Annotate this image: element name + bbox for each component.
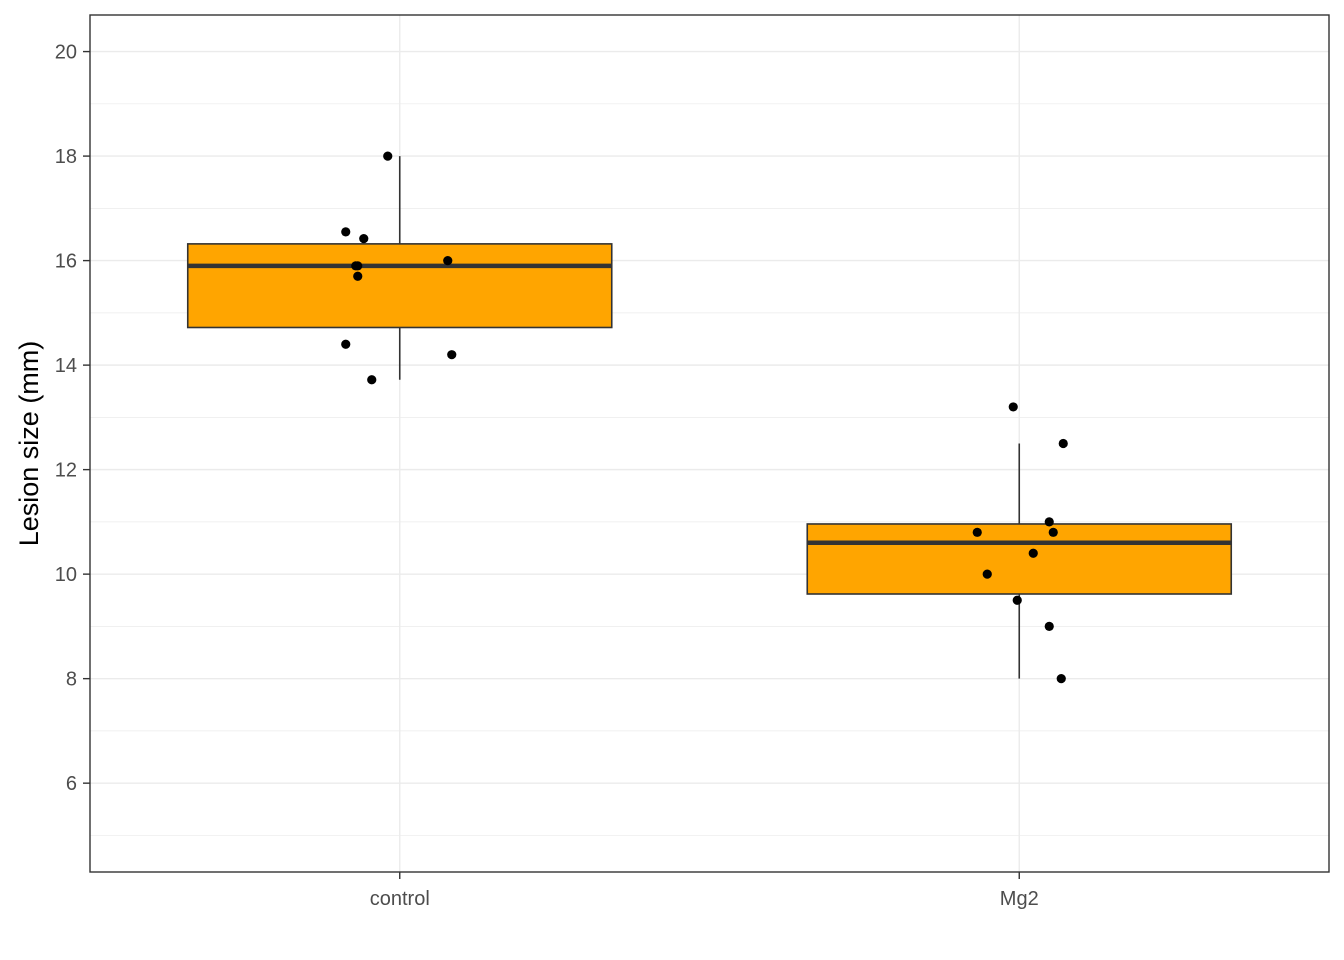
data-point (443, 256, 453, 266)
data-point (367, 375, 377, 385)
x-axis: control Mg2 (370, 872, 1039, 910)
data-point (359, 234, 369, 244)
y-tick-label: 18 (55, 146, 77, 168)
y-tick-label: 16 (55, 251, 77, 273)
y-tick-label: 6 (66, 773, 77, 795)
y-tick-label: 12 (55, 460, 77, 482)
data-point (383, 151, 393, 161)
box-layer (186, 156, 1233, 679)
y-tick-label: 8 (66, 669, 77, 691)
panel-border (89, 14, 1330, 873)
data-point (1028, 548, 1038, 558)
point-layer (341, 151, 1068, 684)
box-control (186, 243, 613, 329)
data-point (1056, 674, 1066, 684)
y-tick-label: 10 (55, 564, 77, 586)
data-point (1048, 527, 1058, 537)
data-point (1044, 517, 1054, 527)
data-point (447, 350, 457, 360)
data-point (1044, 621, 1054, 631)
x-tick-label: Mg2 (1000, 888, 1039, 910)
data-point (972, 527, 982, 537)
data-point (982, 569, 992, 579)
data-point (353, 271, 363, 281)
data-point (1008, 402, 1018, 412)
y-tick-label: 14 (55, 355, 77, 377)
x-tick-label: control (370, 888, 430, 910)
y-axis-title: Lesion size (mm) (14, 341, 44, 547)
data-point (341, 339, 351, 349)
y-axis: 6 8 10 12 14 16 18 20 (55, 42, 90, 795)
data-point (341, 227, 351, 237)
data-point (1012, 595, 1022, 605)
data-point (1058, 438, 1068, 449)
data-point (351, 261, 361, 271)
y-tick-label: 20 (55, 42, 77, 64)
box-Mg2 (806, 523, 1233, 595)
